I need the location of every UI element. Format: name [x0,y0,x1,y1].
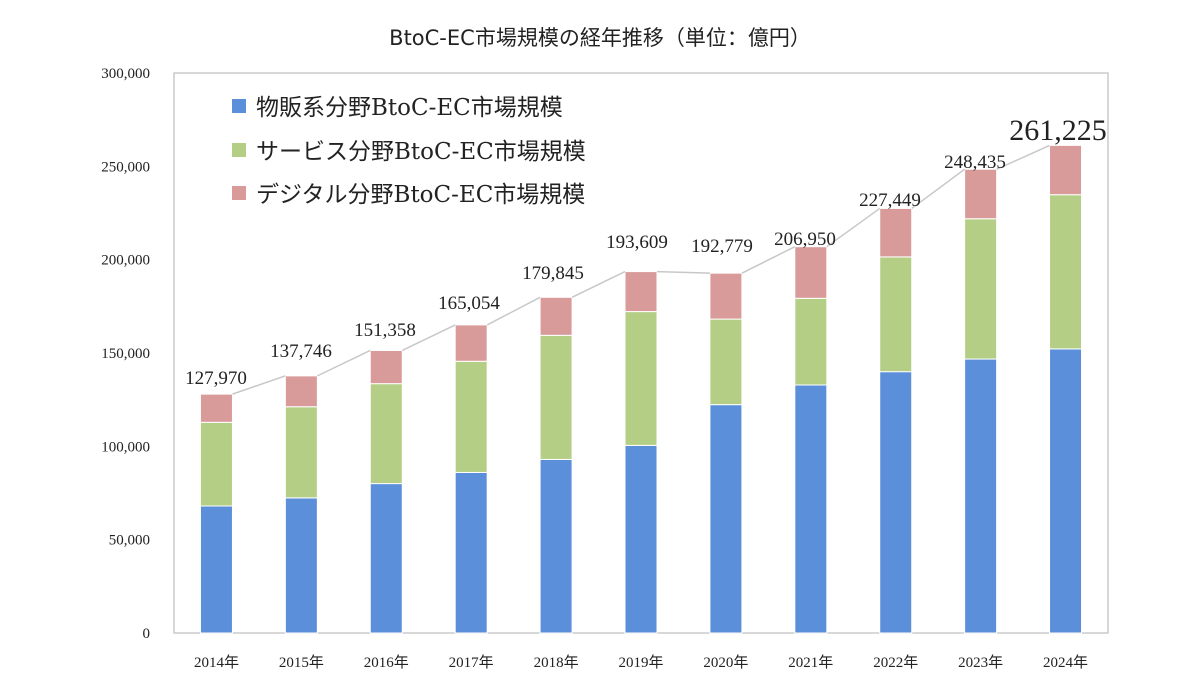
total-label: 261,225 [1009,114,1107,147]
bar-segment [1049,144,1083,196]
total-label: 206,950 [774,229,836,250]
x-tick-label: 2022年 [873,654,918,671]
total-connector-line [401,324,456,352]
bar-segment [709,272,743,320]
bar-segment [964,358,998,634]
bar-segment [964,168,998,220]
x-tick-label: 2018年 [534,654,579,671]
total-label: 127,970 [185,368,247,389]
bar-segment [369,483,403,634]
bar-segment [1049,194,1083,350]
bar-segment [709,404,743,634]
total-label: 165,054 [438,293,500,314]
x-tick-label: 2015年 [279,654,324,671]
y-tick-label: 150,000 [101,346,150,362]
x-tick-label: 2024年 [1043,654,1088,671]
total-label: 151,358 [354,320,416,341]
bar-segment [454,360,488,473]
legend-label: サービス分野BtoC-EC市場規模 [256,139,586,165]
x-tick-label: 2016年 [364,654,409,671]
bar-segment [369,383,403,485]
total-connector-line [486,296,541,326]
bar-segment [199,505,233,634]
x-tick-label: 2019年 [618,654,663,671]
legend-label: デジタル分野BtoC-EC市場規模 [256,182,585,208]
total-label: 248,435 [944,152,1006,173]
legend-swatch [232,143,246,157]
total-connector-line [317,349,371,377]
bar-segment [369,349,403,385]
bar-segment [454,324,488,362]
bar-segment [284,497,318,634]
bar-segment [454,471,488,634]
bar-segment [284,406,318,499]
total-label: 137,746 [270,341,332,362]
legend-label: 物販系分野BtoC-EC市場規模 [256,95,563,121]
x-tick-label: 2014年 [194,654,239,671]
bar-segment [199,421,233,507]
total-label: 179,845 [522,263,584,284]
bar-segment [539,458,573,634]
total-label: 192,779 [691,236,753,257]
total-connector-line [826,207,881,248]
y-tick-label: 0 [143,626,151,642]
bar-segment [794,246,828,299]
y-tick-label: 100,000 [101,439,150,455]
bar-segment [199,393,233,423]
total-connector-line [656,270,710,274]
chart-title: BtoC-EC市場規模の経年推移（単位：億円） [389,26,811,50]
y-tick-label: 200,000 [101,253,150,269]
y-tick-label: 300,000 [101,66,150,82]
x-tick-label: 2023年 [958,654,1003,671]
bar-segment [709,318,743,406]
bar-segment [624,311,658,446]
bar-segment [1049,348,1083,634]
y-tick-label: 250,000 [101,159,150,175]
total-connector-line [571,270,626,298]
x-tick-label: 2017年 [449,654,494,671]
bar-segment [879,371,913,634]
total-connector-line [996,144,1050,170]
total-label: 227,449 [859,190,921,211]
total-label: 193,609 [606,232,668,253]
x-tick-label: 2021年 [788,654,833,671]
bar-segment [539,334,573,460]
bar-segment [794,297,828,386]
bar-segment [879,256,913,373]
total-connector-line [741,246,796,274]
y-tick-label: 50,000 [109,533,150,549]
bar-segment [624,271,658,313]
legend-swatch [232,99,246,113]
bar-segment [624,444,658,634]
bar-segment [539,296,573,336]
total-connector-line [911,168,966,210]
bar-segment [964,218,998,360]
bar-segment [794,384,828,634]
total-connector-line [232,375,286,395]
bar-segment [879,207,913,258]
bar-segment [284,375,318,408]
legend-swatch [232,186,246,200]
x-tick-label: 2020年 [703,654,748,671]
